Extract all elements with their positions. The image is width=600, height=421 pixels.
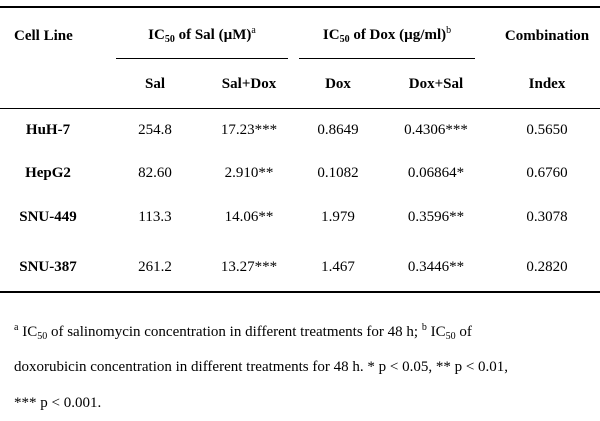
row-sal: 254.8 (138, 122, 172, 138)
row-dox: 0.1082 (317, 165, 359, 181)
header-sal: Sal (144, 76, 166, 92)
row-cell-line: SNU-387 (19, 259, 77, 275)
row-sal: 113.3 (138, 209, 172, 225)
footnote-line-3: *** p < 0.001. (14, 395, 102, 411)
header-bottom-rule (0, 108, 600, 109)
row-ci: 0.5650 (526, 122, 568, 138)
row-cell-line: HuH-7 (25, 122, 71, 138)
header-sal-dox: Sal+Dox (221, 76, 277, 92)
row-dox: 1.979 (321, 209, 355, 225)
row-ci: 0.2820 (526, 259, 568, 275)
header-dox-sal: Dox+Sal (408, 76, 464, 92)
row-sal-dox: 2.910** (224, 165, 274, 181)
row-dox-sal: 0.3446** (407, 259, 465, 275)
row-dox-sal: 0.4306*** (404, 122, 468, 138)
header-dox: Dox (325, 76, 351, 92)
header-ic50-dox: IC50 of Dox (µg/ml)b (322, 25, 452, 45)
header-cell-line: Cell Line (14, 28, 73, 44)
dox-group-rule (299, 58, 475, 59)
sal-group-rule (116, 58, 288, 59)
header-combination: Combination (504, 28, 590, 44)
footnote-line-1: a IC50 of salinomycin concentration in d… (14, 322, 472, 342)
row-sal: 82.60 (138, 165, 172, 181)
row-sal-dox: 14.06** (224, 209, 274, 225)
header-ic50-sal: IC50 of Sal (µM)a (148, 25, 256, 45)
row-dox-sal: 0.06864* (407, 165, 465, 181)
row-cell-line: HepG2 (25, 165, 71, 181)
row-cell-line: SNU-449 (19, 209, 77, 225)
top-rule (0, 6, 600, 8)
row-dox: 1.467 (321, 259, 355, 275)
table-bottom-rule (0, 291, 600, 293)
row-sal-dox: 17.23*** (220, 122, 278, 138)
row-sal: 261.2 (138, 259, 172, 275)
row-dox: 0.8649 (317, 122, 359, 138)
row-ci: 0.6760 (526, 165, 568, 181)
row-dox-sal: 0.3596** (407, 209, 465, 225)
footnote-line-2: doxorubicin concentration in different t… (14, 359, 509, 375)
row-sal-dox: 13.27*** (220, 259, 278, 275)
header-index: Index (528, 76, 566, 92)
row-ci: 0.3078 (526, 209, 568, 225)
